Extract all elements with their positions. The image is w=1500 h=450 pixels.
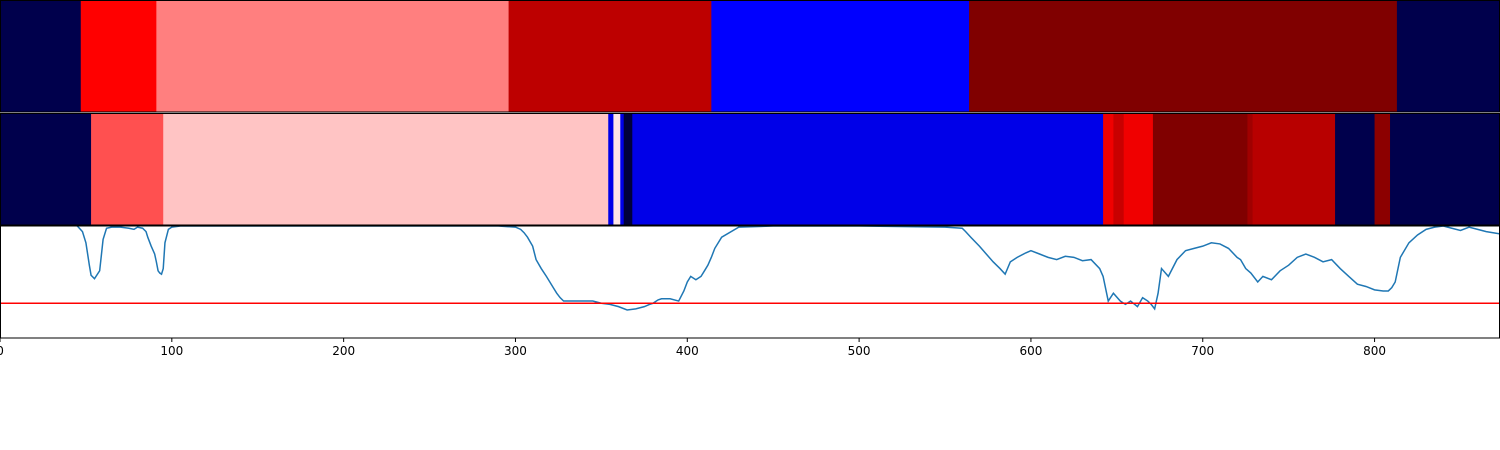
x-tick-label: 300	[504, 344, 527, 358]
x-tick-label: 400	[676, 344, 699, 358]
x-axis: 0 100 200 300 400 500 600 700 800	[0, 338, 1386, 358]
middle-strip-segment	[623, 114, 633, 225]
top-strip-segment	[0, 1, 82, 112]
line-panel-frame	[0, 225, 1500, 339]
middle-segment-strip	[0, 113, 1500, 226]
top-strip-segment	[80, 1, 157, 112]
top-strip-segment	[508, 1, 712, 112]
middle-strip-segment	[1252, 114, 1336, 225]
middle-strip-segment	[632, 114, 1104, 225]
series-line	[75, 226, 1500, 311]
middle-strip-segment	[91, 114, 164, 225]
middle-strip-segment	[608, 114, 614, 225]
middle-strip-segment	[163, 114, 609, 225]
top-strip-segment	[969, 1, 1398, 112]
top-strip-segment	[1396, 1, 1500, 112]
middle-strip-segment	[1374, 114, 1391, 225]
middle-strip-segment	[1103, 114, 1114, 225]
middle-strip-segment	[1123, 114, 1154, 225]
top-segment-strip	[0, 0, 1500, 113]
x-tick-label: 500	[848, 344, 871, 358]
line-plot-panel	[0, 225, 1500, 339]
middle-strip-segment	[1152, 114, 1248, 225]
middle-strip-segment	[613, 114, 621, 225]
x-tick-label: 0	[0, 344, 4, 358]
top-strip-segment	[156, 1, 510, 112]
middle-strip-segment	[1113, 114, 1125, 225]
x-tick-label: 800	[1363, 344, 1386, 358]
middle-strip-segment	[1247, 114, 1254, 225]
middle-strip-segment	[620, 114, 625, 225]
x-tick-label: 200	[332, 344, 355, 358]
x-tick-label: 700	[1191, 344, 1214, 358]
middle-strip-segment	[1390, 114, 1500, 225]
top-strip-segment	[711, 1, 970, 112]
middle-strip-segment	[1335, 114, 1376, 225]
middle-strip-segment	[0, 114, 92, 225]
x-tick-label: 600	[1019, 344, 1042, 358]
x-tick-label: 100	[160, 344, 183, 358]
